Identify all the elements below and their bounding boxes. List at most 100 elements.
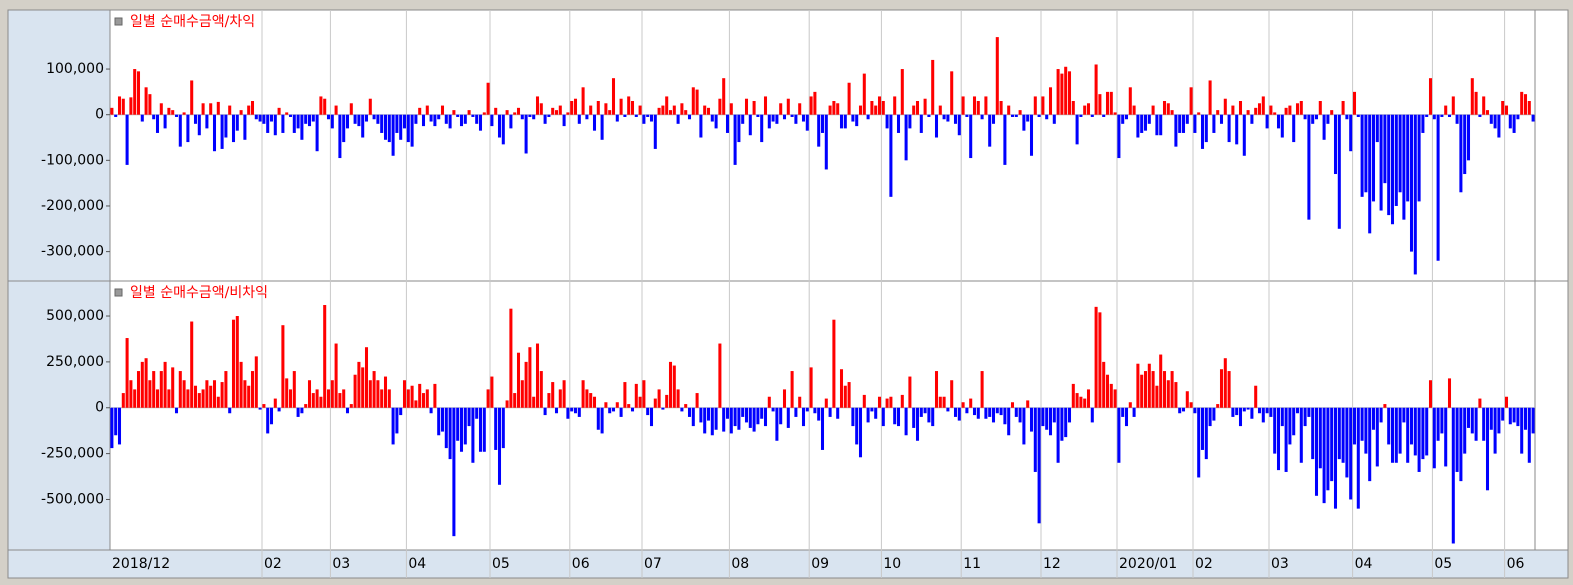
bar [862,73,866,115]
bar [1508,114,1512,129]
bar [638,396,642,408]
bar [1413,407,1417,456]
bar [1314,114,1319,120]
bar [1341,407,1345,463]
bar [1531,114,1535,122]
bar [1409,114,1414,252]
bar [1440,114,1444,117]
bar [1447,114,1452,117]
bar [277,107,281,115]
bar [828,105,832,115]
bar [520,114,524,120]
bar [1501,101,1505,115]
bar [1269,105,1273,115]
bar [889,114,893,197]
bar [152,371,156,408]
bar [627,404,631,408]
bar [684,110,688,115]
bar [1193,407,1197,414]
bar [190,80,194,115]
bar [1337,407,1341,460]
bar [969,398,973,408]
bar [1128,87,1132,115]
bar [1155,385,1159,408]
bar [950,71,954,115]
bar [178,114,182,147]
bar [619,98,623,115]
bar [725,407,730,419]
bar [1284,107,1288,115]
bar [361,114,365,138]
y-tick-label: -500,000 [41,491,104,507]
bar [839,114,844,129]
bar [425,389,429,408]
bar [748,114,752,136]
bar [817,407,821,421]
bar [729,103,733,115]
bar [714,114,718,129]
bar [353,374,357,408]
bar [535,343,540,408]
bar [1364,114,1368,193]
bar [980,114,984,120]
bar [1459,407,1463,482]
bar [182,380,186,408]
bar [1261,407,1265,423]
bar [1356,114,1360,117]
bar [577,114,581,124]
bar [1273,112,1277,115]
bar [421,393,426,408]
bar [1071,101,1075,115]
bar [114,407,118,436]
bar [665,394,669,408]
bar [459,407,464,452]
bar [1231,105,1235,115]
bar [874,407,878,419]
bar [532,396,536,408]
bar [1246,110,1250,115]
bar [820,407,825,450]
bar [155,389,160,408]
bar [1257,103,1262,115]
bar [1003,114,1007,165]
bar [1364,407,1368,454]
bar [1014,114,1018,117]
bar [1333,114,1338,175]
bar [1421,407,1425,460]
bar [782,114,787,120]
bar [1162,371,1167,408]
bar [619,407,623,417]
bar [1280,407,1284,427]
bar [1086,103,1091,115]
bar [934,114,939,138]
bar [212,380,217,408]
bar [1166,103,1170,115]
bar [1485,407,1490,491]
bar [1322,114,1326,140]
y-tick-label: -250,000 [41,446,104,462]
bar [703,407,707,434]
bar [927,114,931,117]
bar [912,105,916,115]
bar [433,114,437,127]
bar [486,389,490,408]
bar [1451,407,1455,544]
bar [193,385,198,408]
bar [345,407,350,414]
bar [1242,407,1246,412]
bar [904,114,908,161]
bar [1117,114,1121,159]
bar [197,393,201,408]
bar [1299,101,1303,115]
bar [136,71,141,115]
bar [330,380,334,408]
bar [1045,407,1049,430]
bar [608,407,612,414]
bar [209,385,213,408]
x-tick-label: 04 [408,556,426,572]
bar [642,380,646,408]
bar [1208,407,1212,427]
x-tick-label: 2020/01 [1119,556,1177,572]
bar [1200,114,1205,149]
bar [167,389,171,408]
